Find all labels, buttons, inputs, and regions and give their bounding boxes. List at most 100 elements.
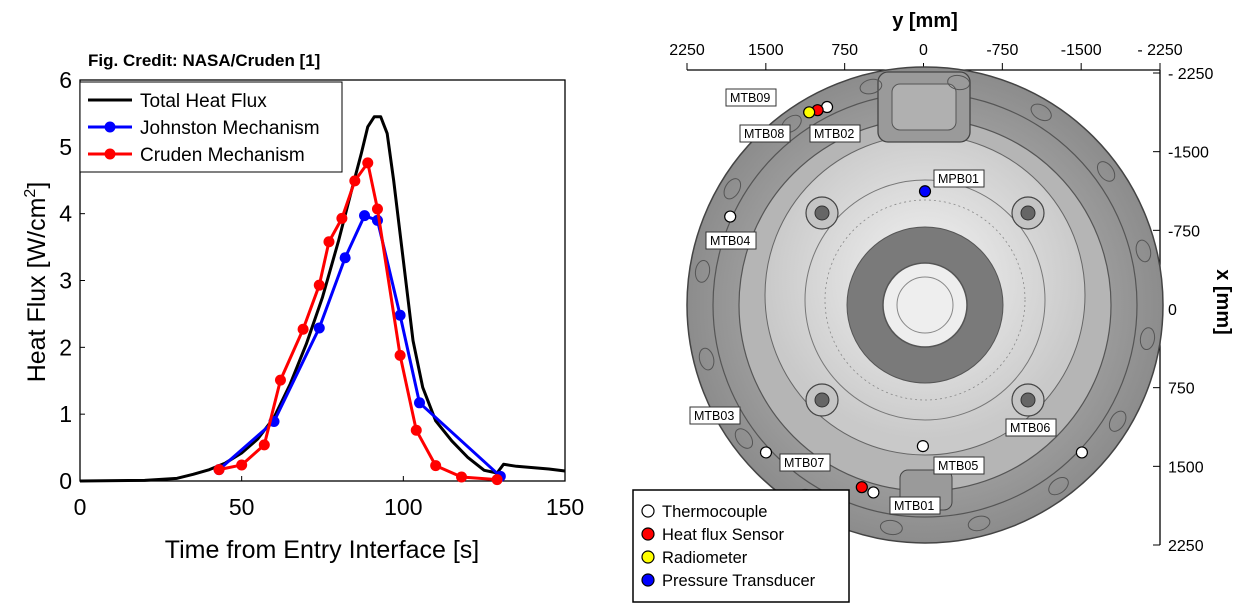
mounting-boss-hole: [814, 205, 830, 221]
right-tick-label: - 2250: [1168, 66, 1213, 83]
data-point-cruden-mechanism: [362, 157, 374, 169]
figure-credit: Fig. Credit: NASA/Cruden [1]: [88, 51, 320, 70]
rim-feature: [1139, 327, 1156, 351]
shield-ring-3: [804, 179, 1046, 421]
legend-label-total-heat-flux: Total Heat Flux: [140, 91, 267, 112]
legend-label-cruden-mechanism: Cruden Mechanism: [140, 145, 305, 166]
sensor-tag-box: [725, 88, 777, 107]
top-axis-ticks: 2250 1500 750 0 -750 -1500 - 2250: [669, 42, 1183, 70]
data-point-cruden-mechanism: [410, 424, 422, 436]
x-tick-label: 0: [74, 494, 87, 520]
sensor-tag-mpb01: MPB01: [938, 172, 979, 186]
sensor-tag-mtb08: MTB08: [744, 127, 784, 141]
x-tick-group: 0 50 100 150: [74, 476, 584, 520]
sensor-marker-mtb05: [916, 440, 929, 453]
y-tick-label: 3: [59, 268, 72, 294]
y-tick-group: 0 1 2 3 4 5 6: [59, 67, 85, 494]
y-axis-label-main: Heat Flux [W/cm: [23, 198, 51, 383]
rim-feature: [1135, 239, 1152, 263]
mounting-boss-hole: [1020, 392, 1036, 408]
right-axis-ticks: - 2250 -1500 -750 0 750 1500 2250: [1153, 66, 1213, 555]
rim-feature: [967, 515, 991, 532]
data-point-johnston-mechanism: [394, 309, 406, 321]
top-tick-label: 2250: [669, 42, 705, 59]
rim-feature: [859, 78, 883, 95]
rim-feature: [734, 428, 754, 449]
right-tick-label: 0: [1168, 302, 1177, 319]
sensor-tag-box: [1005, 418, 1057, 437]
y-axis-label: Heat Flux [W/cm2]: [22, 182, 51, 383]
right-tick-label: -750: [1168, 223, 1200, 240]
sensor-marker-mtb03: [759, 446, 773, 459]
y-tick-label: 2: [59, 334, 72, 360]
sensor-legend-label: Heat flux Sensor: [662, 526, 784, 544]
right-tick-label: 1500: [1168, 459, 1204, 476]
sensor-marker-mtb06: [1075, 446, 1088, 459]
sensor-tag-mtb01: MTB01: [894, 499, 934, 513]
sensor-tag-mtb03: MTB03: [694, 409, 734, 423]
sensor-legend-marker: [641, 504, 655, 518]
sensor-legend-label: Pressure Transducer: [662, 572, 816, 590]
legend-label-johnston-mechanism: Johnston Mechanism: [140, 118, 320, 139]
top-tick-label: -1500: [1061, 42, 1102, 59]
data-point-cruden-mechanism: [274, 374, 286, 386]
y-axis-label-sup: 2: [22, 189, 39, 198]
sensor-tag-mtb04: MTB04: [710, 234, 750, 248]
sensor-legend-marker: [641, 550, 655, 564]
sensor-legend-label: Thermocouple: [662, 503, 767, 521]
sensor-tag-box: [779, 453, 831, 472]
sensor-tag-mtb02: MTB02: [814, 127, 854, 141]
series-line-johnston-mechanism: [218, 214, 502, 478]
sensor-marker-mpb01: [918, 185, 932, 198]
shield-center-hub: [882, 262, 968, 348]
sensor-legend: Thermocouple Heat flux Sensor Radiometer Pr…: [632, 489, 850, 603]
y-tick-label: 5: [59, 134, 72, 160]
shield-ring-4: [824, 199, 1026, 401]
rim-feature: [1030, 103, 1052, 122]
rim-feature: [1108, 410, 1127, 432]
mounting-boss-hole: [814, 392, 830, 408]
sensor-marker-mtb01: [867, 486, 880, 499]
top-tick-label: 750: [831, 42, 858, 59]
y-tick-label: 4: [59, 201, 72, 227]
data-point-cruden-mechanism: [213, 464, 225, 476]
top-tick-label: 0: [919, 42, 928, 59]
series-group: [79, 115, 566, 486]
data-point-cruden-mechanism: [336, 212, 348, 224]
top-tick-label: - 2250: [1137, 42, 1182, 59]
right-tick-label: 2250: [1168, 538, 1204, 555]
rim-feature: [1048, 476, 1069, 496]
x-tick-label: 100: [384, 494, 422, 520]
data-point-cruden-mechanism: [430, 460, 442, 472]
right-tick-label: 750: [1168, 381, 1195, 398]
y-tick-label: 6: [59, 67, 72, 93]
sensor-tag-box: [933, 169, 985, 188]
sensor-tag-mtb05: MTB05: [938, 459, 978, 473]
legend-marker-cruden-mechanism: [104, 148, 116, 160]
y-tick-label: 0: [59, 468, 72, 494]
sensor-tag-mtb06: MTB06: [1010, 421, 1050, 435]
legend-entries: Total Heat Flux Johnston Mechanism Cruden …: [88, 91, 320, 166]
data-point-cruden-mechanism: [313, 279, 325, 291]
mounting-boss-hole: [1020, 205, 1036, 221]
sensor-legend-marker: [641, 573, 655, 587]
sensor-legend-entries: Thermocouple Heat flux Sensor Radiometer Pr…: [641, 503, 816, 590]
sensor-legend-box: [632, 489, 850, 603]
data-point-johnston-mechanism: [359, 210, 371, 222]
sensor-legend-label: Radiometer: [662, 549, 748, 567]
sensor-tag-box: [739, 124, 791, 143]
top-bracket-inner: [891, 83, 957, 131]
sensor-tag-mtb09: MTB09: [730, 91, 770, 105]
rim-feature: [1096, 161, 1116, 182]
mounting-bosses: [805, 196, 1045, 417]
sensor-markers: MTB09 MTB02 MTB08 MPB01 MTB04 MTB03 MTB07 MTB01…: [689, 88, 1088, 515]
sensor-marker-mtb04: [724, 210, 737, 223]
data-point-johnston-mechanism: [313, 322, 325, 334]
x-tick-label: 50: [229, 494, 255, 520]
sensor-tag-mtb07: MTB07: [784, 456, 824, 470]
legend-marker-johnston-mechanism: [104, 121, 116, 133]
data-point-cruden-mechanism: [236, 459, 248, 471]
chart-legend: Total Heat Flux Johnston Mechanism Cruden …: [79, 81, 343, 173]
rim-feature: [723, 178, 742, 200]
data-point-cruden-mechanism: [258, 439, 270, 451]
